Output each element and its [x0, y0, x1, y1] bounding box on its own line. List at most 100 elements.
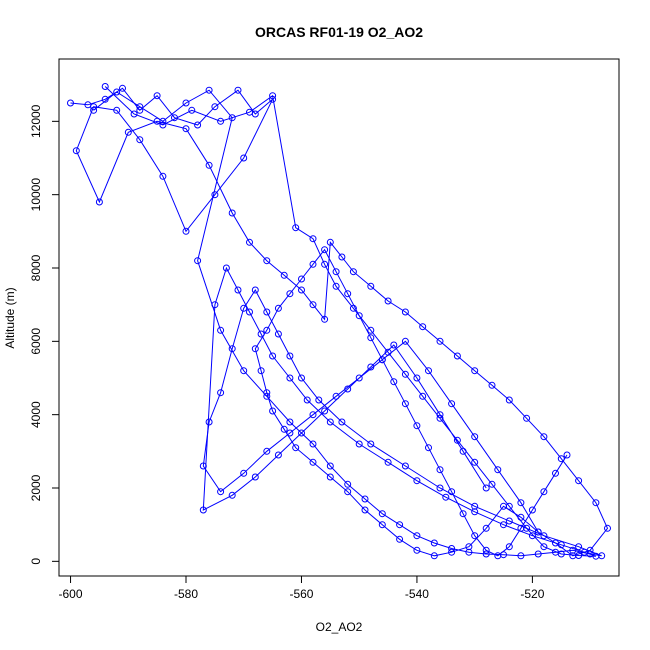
data-point — [286, 418, 294, 426]
data-point — [205, 161, 213, 169]
data-point — [401, 400, 409, 408]
data-point — [448, 488, 456, 496]
data-point — [448, 548, 456, 556]
data-point — [453, 436, 461, 444]
data-point — [332, 268, 340, 276]
data-point — [552, 469, 559, 477]
data-point — [355, 374, 363, 382]
data-point — [90, 106, 98, 114]
data-point — [234, 286, 242, 294]
data-point — [528, 532, 536, 540]
data-point — [205, 86, 213, 94]
data-point — [349, 268, 357, 276]
data-point — [211, 191, 219, 199]
data-point — [326, 238, 334, 246]
data-point — [344, 385, 352, 393]
data-point — [453, 352, 461, 360]
data-point — [332, 282, 340, 290]
y-tick-label: 6000 — [29, 328, 43, 355]
data-point — [523, 524, 531, 532]
data-point — [500, 521, 507, 529]
data-point — [338, 418, 346, 426]
data-point — [315, 396, 323, 404]
data-point — [471, 532, 479, 540]
data-point — [217, 488, 225, 496]
data-point — [228, 209, 236, 217]
data-point — [471, 433, 479, 441]
data-point — [228, 114, 236, 122]
data-point — [482, 484, 490, 492]
data-point — [217, 389, 225, 397]
data-point — [604, 524, 611, 532]
data-point — [430, 539, 438, 547]
data-point — [471, 508, 479, 516]
x-tick-label: -560 — [289, 587, 313, 601]
data-point — [534, 550, 542, 558]
data-point — [528, 506, 536, 514]
data-point — [390, 378, 398, 386]
data-point — [413, 374, 421, 382]
data-point — [361, 495, 369, 503]
data-point — [263, 326, 271, 334]
data-point — [217, 117, 225, 125]
data-point — [436, 414, 444, 422]
data-point — [194, 257, 202, 265]
data-point — [182, 125, 190, 133]
data-point — [448, 400, 456, 408]
data-point — [309, 458, 317, 466]
data-point — [257, 330, 265, 338]
data-point — [448, 545, 456, 552]
data-point — [413, 422, 421, 430]
data-point — [396, 535, 404, 543]
data-point — [292, 444, 300, 452]
data-point — [413, 532, 421, 540]
data-point — [263, 447, 271, 455]
data-point — [575, 477, 583, 485]
data-point — [540, 543, 548, 551]
data-point — [575, 543, 583, 551]
data-point — [182, 227, 190, 235]
series-line — [104, 86, 597, 557]
data-point — [119, 84, 126, 92]
data-point — [471, 458, 479, 466]
data-point — [459, 510, 467, 518]
data-point — [251, 286, 259, 294]
data-point — [355, 440, 363, 448]
x-tick-label: -540 — [405, 587, 429, 601]
data-point — [482, 550, 490, 558]
data-point — [292, 224, 300, 232]
y-axis: 0 2000 4000 6000 8000 10000 12000 — [29, 104, 60, 565]
data-point — [592, 499, 600, 507]
data-point — [401, 370, 409, 378]
data-point — [563, 451, 571, 459]
data-point — [321, 260, 329, 268]
data-point — [367, 440, 375, 448]
data-point — [274, 451, 282, 459]
data-point — [361, 506, 369, 514]
data-point — [251, 345, 259, 353]
data-point — [269, 352, 277, 360]
data-point — [263, 308, 271, 316]
data-point — [113, 106, 121, 114]
data-point — [217, 326, 225, 334]
data-point — [419, 392, 427, 400]
data-point — [378, 356, 386, 364]
data-point — [500, 551, 507, 559]
x-axis-label: O2_AO2 — [316, 620, 363, 634]
data-point — [263, 392, 271, 400]
data-point — [580, 548, 588, 556]
data-point — [303, 396, 311, 404]
data-point — [401, 337, 409, 345]
data-point — [367, 326, 375, 334]
data-point — [326, 418, 334, 426]
data-point — [286, 429, 294, 437]
data-point — [338, 253, 346, 261]
data-point — [309, 260, 317, 268]
data-point — [309, 440, 317, 448]
data-point — [384, 297, 392, 305]
data-point — [413, 546, 421, 554]
data-point — [251, 473, 259, 481]
data-point — [349, 304, 357, 312]
data-point — [280, 425, 288, 433]
